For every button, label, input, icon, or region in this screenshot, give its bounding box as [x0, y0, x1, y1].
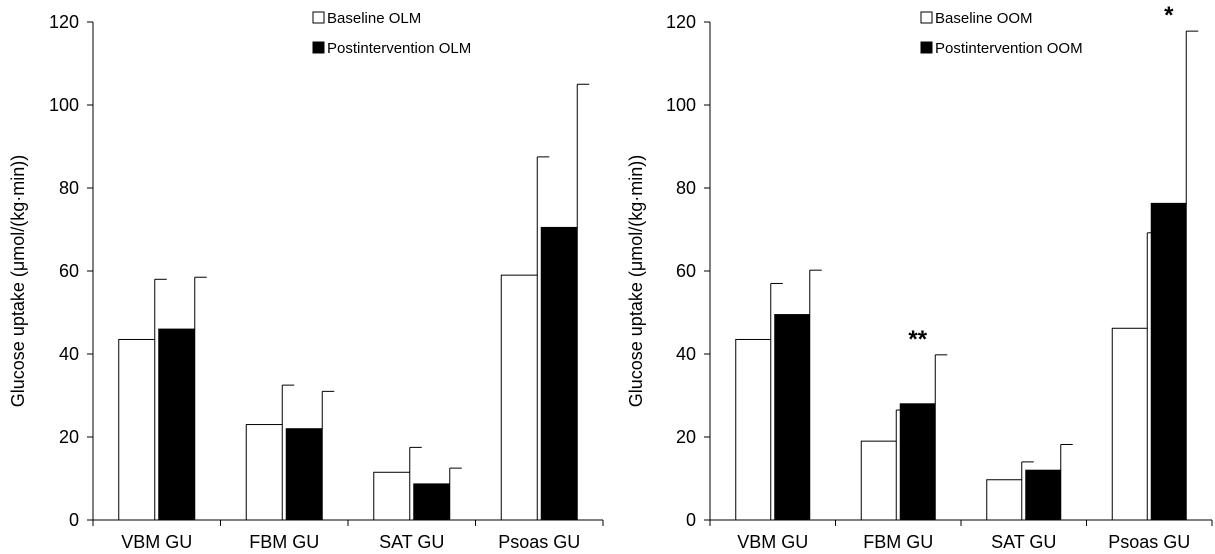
bar-sat-gu-series-2	[413, 483, 451, 521]
legend-swatch	[312, 41, 325, 54]
bar-sat-gu-series-1	[986, 479, 1023, 521]
y-tick-label: 40	[676, 344, 696, 364]
significance-marker: *	[1164, 2, 1174, 29]
x-category-label: FBM GU	[863, 532, 933, 552]
y-tick-label: 80	[676, 178, 696, 198]
bar-sat-gu-series-1	[373, 471, 411, 521]
legend-label: Baseline OLM	[327, 10, 421, 27]
y-tick-label: 80	[59, 178, 79, 198]
bar-sat-gu-series-2	[1025, 469, 1062, 521]
bar-psoas-gu-series-2	[540, 226, 578, 521]
bar-fbm-gu-series-2	[899, 403, 936, 521]
y-tick-label: 120	[49, 12, 79, 32]
bar-vbm-gu-series-1	[735, 338, 772, 521]
y-tick-label: 20	[59, 427, 79, 447]
y-axis-title: Glucose uptake (μmol/(kg·min))	[8, 155, 28, 407]
bar-fbm-gu-series-2	[285, 428, 323, 521]
bar-vbm-gu-series-2	[774, 314, 811, 521]
bar-vbm-gu-series-2	[158, 328, 196, 521]
significance-marker: **	[908, 326, 927, 353]
y-tick-label: 100	[666, 95, 696, 115]
bar-psoas-gu-series-2	[1150, 202, 1187, 521]
bar-psoas-gu-series-1	[1111, 327, 1148, 521]
x-category-label: VBM GU	[121, 532, 192, 552]
bar-fbm-gu-series-1	[245, 424, 283, 521]
bar-psoas-gu-series-1	[500, 274, 538, 521]
x-category-label: FBM GU	[249, 532, 319, 552]
x-category-label: SAT GU	[379, 532, 444, 552]
legend-label: Baseline OOM	[935, 10, 1033, 27]
bar-vbm-gu-series-1	[118, 338, 156, 521]
y-tick-label: 100	[49, 95, 79, 115]
chart-panel-1: 0 20 40 60 80 100 120 Glucose uptake (μmol/(kg·…	[8, 10, 604, 552]
x-category-label: Psoas GU	[1108, 532, 1190, 552]
y-axis-title: Glucose uptake (μmol/(kg·min))	[626, 155, 646, 407]
y-tick-label: 0	[686, 510, 696, 530]
legend-swatch	[312, 11, 325, 24]
x-category-label: VBM GU	[737, 532, 808, 552]
x-category-label: Psoas GU	[498, 532, 580, 552]
bar-fbm-gu-series-1	[860, 440, 897, 521]
y-tick-label: 120	[666, 12, 696, 32]
legend-label: Postintervention OOM	[935, 40, 1083, 57]
y-tick-label: 60	[59, 261, 79, 281]
y-tick-label: 20	[676, 427, 696, 447]
x-category-label: SAT GU	[991, 532, 1056, 552]
legend-swatch	[920, 41, 933, 54]
y-tick-label: 60	[676, 261, 696, 281]
legend-swatch	[920, 11, 933, 24]
legend-label: Postintervention OLM	[327, 40, 471, 57]
y-tick-label: 40	[59, 344, 79, 364]
chart-panel-2: 0 20 40 60 80 100 120 Glucose uptake (μmol/(kg·…	[626, 2, 1213, 552]
y-tick-label: 0	[69, 510, 79, 530]
